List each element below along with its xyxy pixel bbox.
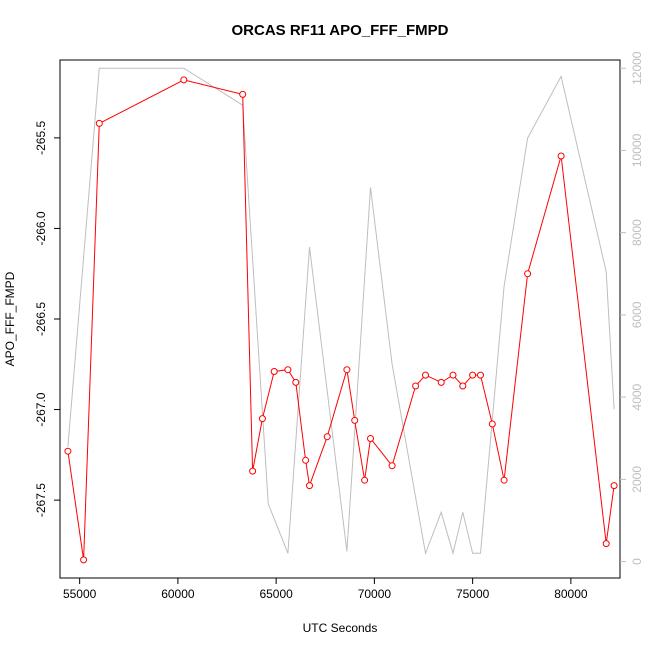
y-tick-label: -267.0 — [34, 392, 48, 426]
data-point — [249, 467, 257, 475]
data-point — [64, 447, 72, 455]
data-point — [500, 476, 508, 484]
data-point — [437, 378, 445, 386]
x-tick-label: 55000 — [63, 587, 97, 601]
x-tick-label: 75000 — [456, 587, 490, 601]
series-line-right — [67, 67, 615, 556]
y-axis-left: -267.5 -267.0 -266.5 -266.0 -265.5 — [34, 121, 60, 517]
y-tick-label: -266.0 — [34, 211, 48, 245]
data-point — [306, 482, 313, 490]
series-line-left — [67, 79, 615, 560]
data-point — [388, 462, 396, 470]
data-point — [270, 368, 278, 375]
series-left-axis-group — [64, 76, 618, 564]
data-point — [488, 420, 496, 428]
data-point — [477, 371, 484, 379]
x-tick-label: 60000 — [161, 587, 195, 601]
y-tick-label: -266.5 — [34, 302, 48, 336]
data-point — [323, 433, 331, 441]
y2-tick-label: 0 — [630, 558, 644, 565]
y2-tick-label: 8000 — [630, 219, 644, 246]
x-axis-label: UTC Seconds — [303, 621, 378, 635]
x-tick-label: 65000 — [259, 587, 293, 601]
y-tick-label: -265.5 — [34, 121, 48, 155]
x-tick-label: 70000 — [358, 587, 392, 601]
data-point — [557, 152, 565, 160]
y2-tick-label: 12000 — [630, 51, 644, 85]
y2-tick-label: 4000 — [630, 383, 644, 410]
data-point — [361, 476, 369, 484]
data-point — [449, 371, 457, 379]
y-axis-label: APO_FFF_FMPD — [3, 271, 17, 366]
data-point — [343, 366, 351, 374]
data-point — [459, 382, 467, 390]
chart-title: ORCAS RF11 APO_FFF_FMPD — [232, 22, 449, 39]
data-point — [602, 540, 610, 548]
data-point — [180, 76, 188, 84]
data-point — [95, 119, 103, 127]
data-point — [80, 556, 88, 564]
data-point — [412, 382, 420, 390]
y2-tick-label: 10000 — [630, 133, 644, 167]
data-point — [292, 378, 300, 386]
data-point — [367, 435, 374, 442]
data-point — [351, 416, 359, 424]
data-point — [239, 90, 247, 98]
data-point — [422, 371, 429, 379]
data-point — [258, 415, 266, 423]
x-tick-label: 80000 — [554, 587, 588, 601]
series-right-axis-group — [67, 67, 615, 556]
data-point — [610, 482, 618, 490]
data-point — [302, 456, 310, 464]
y2-tick-label: 6000 — [630, 301, 644, 328]
data-point — [469, 371, 477, 379]
plot-frame — [59, 59, 621, 579]
y-tick-label: -267.5 — [34, 483, 48, 517]
data-point — [284, 366, 292, 374]
data-point — [524, 270, 532, 278]
y2-tick-label: 2000 — [630, 466, 644, 493]
y-axis-right: 0 2000 4000 6000 8000 10000 12000 — [620, 51, 644, 565]
x-axis: 55000 60000 65000 70000 75000 80000 — [63, 578, 588, 601]
